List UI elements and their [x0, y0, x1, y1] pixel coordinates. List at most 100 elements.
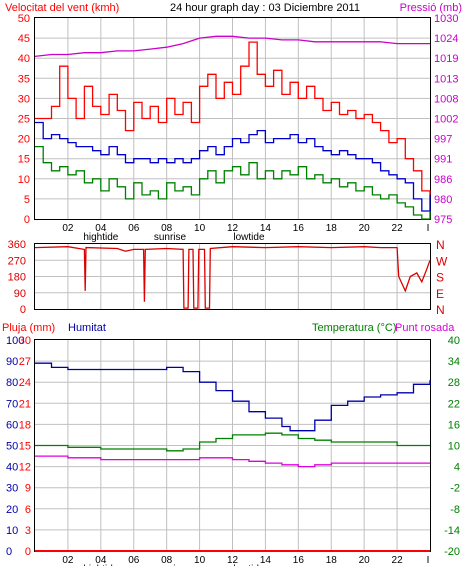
temp-y-tick-label: -2	[450, 483, 460, 495]
rain-y-tick-label: 12	[19, 462, 31, 474]
temp-x-tick-label: 22	[392, 555, 404, 566]
humidity-y-tick-label: 100	[6, 335, 24, 347]
temp-x-tick-label: 02	[62, 555, 74, 566]
wind-annotation-lowtide: lowtide	[233, 232, 265, 243]
rain-y-tick-label: 6	[25, 504, 31, 516]
temp-y-tick-label: -14	[444, 525, 460, 537]
temp-x-ticks: 02 04 06 08 10 12 14 16 18 20 22 I	[62, 555, 429, 566]
temp-x-tick-label: 16	[293, 555, 305, 566]
temp-x-tick-label: 12	[227, 555, 239, 566]
wind-x-tick-label: 14	[260, 223, 272, 234]
series-line-wind_avg	[35, 121, 431, 212]
wind-y-tick-label: 35	[18, 73, 30, 85]
wind-x-tick-label: 12	[227, 223, 239, 234]
humidity-axis-label: Humitat	[68, 322, 106, 334]
wind-x-tick-label: 16	[293, 223, 305, 234]
wind-annotation-hightide: hightide	[83, 232, 118, 243]
wind-y-tick-label: 5	[24, 194, 30, 206]
direction-y-tick-label: 0	[20, 304, 26, 316]
temp-x-tick-label: 08	[161, 555, 173, 566]
temp-gridlines	[35, 340, 430, 551]
pressure-y-ticks: 975 980 986 991 997 1002 1008 1013 1019 1024 1030	[434, 13, 458, 226]
wind-annotation-sunrise: sunrise	[154, 232, 187, 243]
wind-y-tick-label: 50	[18, 13, 30, 25]
temp-annotation-lowtide: lowtide	[233, 564, 265, 566]
rain-y-tick-label: 15	[19, 441, 31, 453]
rain-y-tick-label: 24	[19, 377, 31, 389]
temp-y-tick-label: 40	[448, 335, 460, 347]
humidity-y-tick-label: 60	[6, 419, 18, 431]
temp-x-tick-label: 14	[260, 555, 272, 566]
wind-x-tick-label: 10	[194, 223, 206, 234]
humidity-y-tick-label: 0	[6, 546, 12, 558]
temp-x-tick-label: 04	[95, 555, 107, 566]
wind-y-tick-label: 15	[18, 154, 30, 166]
wind-y-tick-label: 10	[18, 174, 30, 186]
temp-x-tick-label: 20	[359, 555, 371, 566]
temp-y-tick-label: -8	[450, 504, 460, 516]
wind-annotations: hightide sunrise lowtide	[83, 232, 265, 243]
direction-y-tick-label: 270	[8, 255, 26, 267]
pressure-y-tick-label: 1030	[434, 13, 458, 25]
temp-y-tick-label: 34	[448, 356, 460, 368]
humidity-y-tick-label: 10	[6, 525, 18, 537]
series-line-wind_low	[35, 145, 431, 220]
chart-title: 24 hour graph day : 03 Diciembre 2011	[170, 2, 360, 14]
temp-x-tick-label: 06	[128, 555, 140, 566]
rain-y-tick-label: 3	[25, 525, 31, 537]
wind-x-tick-label: 22	[392, 223, 404, 234]
wind-x-tick-label: 06	[128, 223, 140, 234]
rain-y-tick-label: 21	[19, 398, 31, 410]
rain-y-tick-label: 30	[19, 335, 31, 347]
temp-x-tick-label: 18	[326, 555, 338, 566]
humidity-y-tick-label: 70	[6, 398, 18, 410]
rain-y-tick-label: 0	[25, 546, 31, 558]
pressure-y-tick-label: 1019	[434, 53, 458, 65]
series-line-gust	[35, 41, 431, 195]
temp-y-tick-label: -20	[444, 546, 460, 558]
direction-compass-label: N	[436, 303, 445, 317]
humidity-y-tick-label: 50	[6, 441, 18, 453]
direction-compass-label: N	[436, 238, 445, 252]
direction-y-tick-label: 360	[8, 239, 26, 251]
pressure-y-tick-label: 986	[434, 174, 452, 186]
temp-x-tick-label: 10	[194, 555, 206, 566]
pressure-y-tick-label: 975	[434, 214, 452, 226]
humidity-y-tick-label: 90	[6, 356, 18, 368]
wind-x-ticks: 02 04 06 08 10 12 14 16 18 20 22 I	[62, 223, 429, 234]
wind-pressure-panel: Velocitat del vent (kmh) 24 hour graph d…	[5, 2, 462, 243]
wind-x-tick-label: 20	[359, 223, 371, 234]
direction-y-ticks: 360 270 180 90 0	[8, 239, 26, 316]
temp-y-tick-label: 22	[448, 398, 460, 410]
direction-compass-label: W	[436, 254, 448, 268]
pressure-y-tick-label: 1002	[434, 114, 458, 126]
direction-compass-label: E	[436, 287, 444, 301]
temp-annotation-hightide: hightide	[83, 564, 118, 566]
series-line-direction	[34, 246, 431, 309]
temp-series	[35, 362, 431, 552]
pressure-y-tick-label: 991	[434, 154, 452, 166]
direction-gridlines	[35, 244, 430, 309]
series-line-temperature	[35, 432, 430, 452]
dewpoint-axis-label: Punt rosada	[395, 322, 455, 334]
wind-y-tick-label: 20	[18, 134, 30, 146]
wind-y-tick-label: 30	[18, 93, 30, 105]
temp-annotations: hightide sunrise lowtide	[83, 564, 265, 566]
pressure-axis-label: Pressió (mb)	[400, 2, 462, 14]
direction-y-tick-label: 90	[14, 288, 26, 300]
wind-x-end-tick: I	[427, 223, 430, 234]
temperature-axis-label: Temperatura (°C)	[312, 322, 396, 334]
direction-y-tick-label: 180	[8, 272, 26, 284]
series-line-humidity	[35, 362, 431, 432]
temp-annotation-sunrise: sunrise	[154, 564, 187, 566]
wind-x-tick-label: 08	[161, 223, 173, 234]
temp-y-tick-label: 10	[448, 441, 460, 453]
pressure-y-tick-label: 1024	[434, 33, 458, 45]
wind-y-tick-label: 40	[18, 53, 30, 65]
wind-y-tick-label: 25	[18, 114, 30, 126]
rain-y-tick-label: 9	[25, 483, 31, 495]
